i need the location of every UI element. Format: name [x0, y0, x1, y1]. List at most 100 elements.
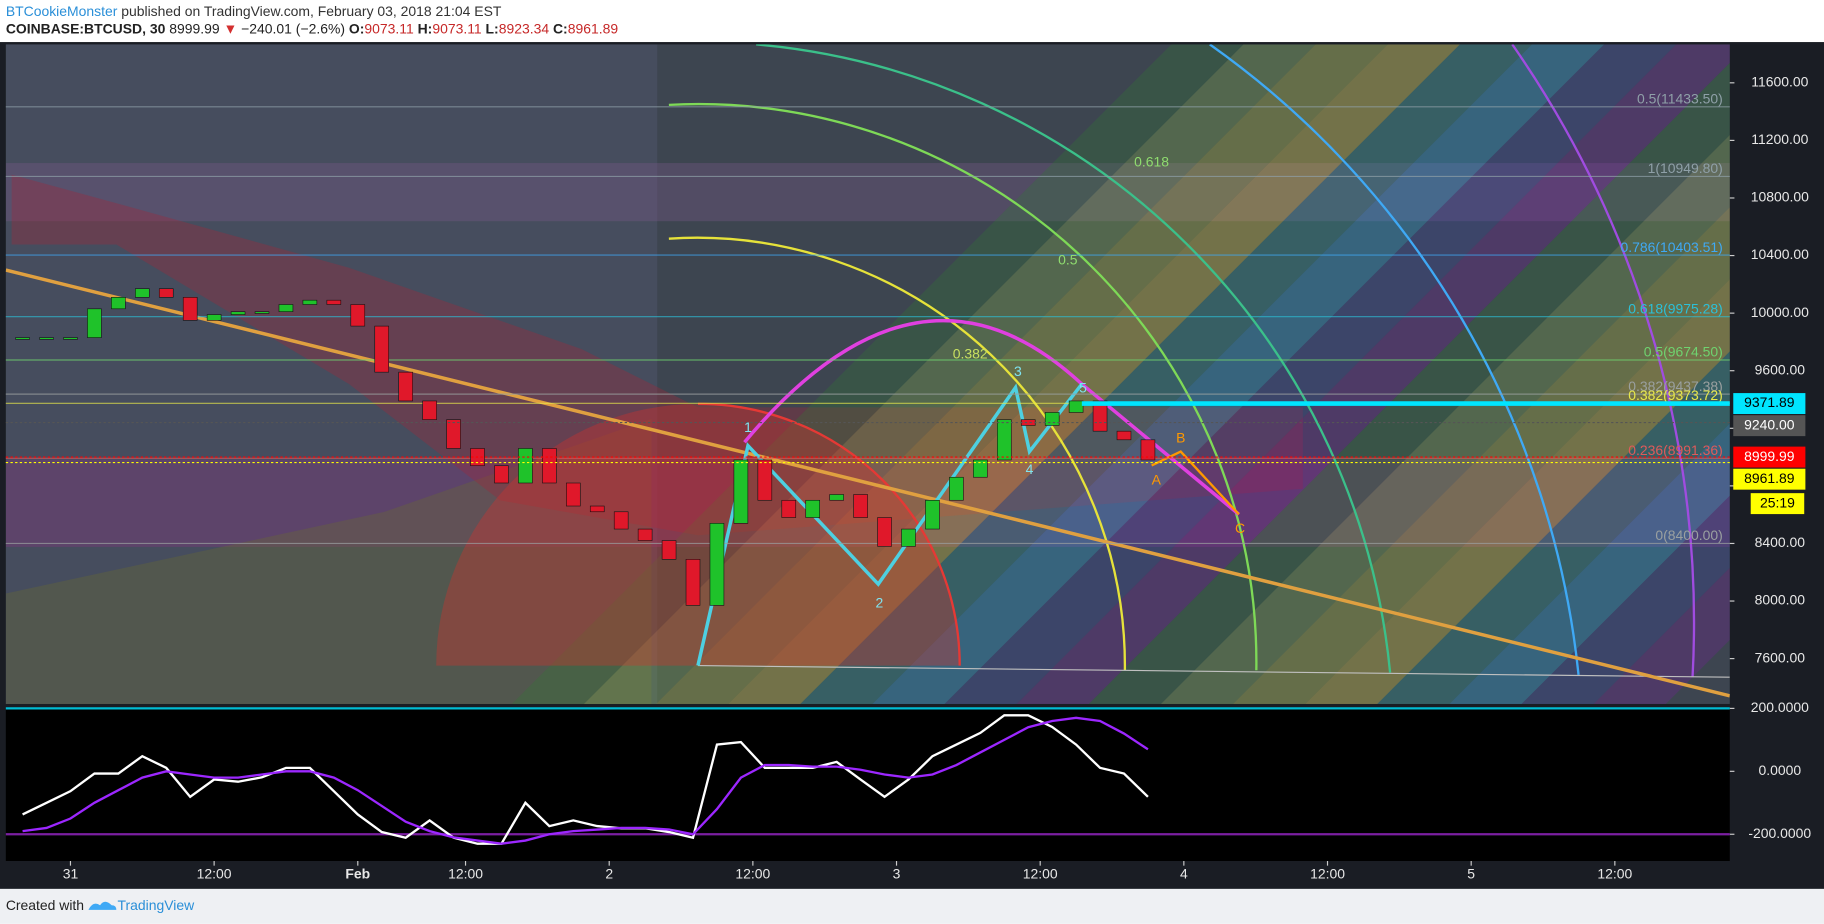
change: −240.01 (−2.6%)	[241, 20, 345, 36]
fib-label: 1(10949.80)	[1648, 160, 1723, 176]
footer	[0, 888, 1824, 924]
wave-label: 1	[744, 419, 752, 435]
shade	[5, 163, 1730, 222]
candle	[733, 459, 749, 524]
fan-label: 0.382	[953, 346, 988, 362]
fib-label: 0.618(9975.28)	[1628, 300, 1723, 316]
y-tick-label: 9600.00	[1755, 361, 1806, 377]
fan-band	[583, 44, 1316, 704]
y-tick-label: -200.0000	[1748, 825, 1811, 841]
x-tick-label: 12:00	[1023, 866, 1058, 882]
change-arrow: ▼	[223, 20, 237, 36]
price-tag	[1733, 393, 1806, 415]
candle	[901, 528, 916, 547]
candle	[350, 304, 366, 327]
candle	[1140, 439, 1156, 461]
candle	[422, 400, 437, 420]
fan-band	[1233, 207, 1730, 704]
x-tick-label: 12:00	[1597, 866, 1632, 882]
price-tag	[1733, 468, 1806, 490]
candle	[446, 419, 461, 449]
candle	[566, 482, 581, 507]
x-tick-label: 5	[1467, 866, 1475, 882]
author[interactable]: BTCookieMonster	[6, 3, 118, 19]
fan-label: 0.618	[1134, 154, 1169, 170]
arc	[1511, 44, 1696, 678]
y-tick-label: 11600.00	[1751, 74, 1808, 90]
wave-label: 5	[1079, 379, 1087, 395]
fan-bands	[511, 44, 1730, 704]
wave-label: 4	[1026, 461, 1034, 477]
candle	[326, 299, 342, 305]
wave-label: 2	[876, 595, 884, 611]
candle	[542, 448, 557, 484]
last-price: 8999.99	[169, 20, 220, 36]
y-tick-label: 11200.00	[1751, 131, 1808, 147]
y-tick-label: 10400.00	[1751, 246, 1809, 262]
candle	[87, 308, 102, 338]
x-tick-label: 12:00	[448, 866, 483, 882]
candle	[1068, 400, 1084, 413]
footer-brand[interactable]: TradingView	[117, 897, 195, 913]
indicator-line	[22, 716, 1149, 845]
candle	[398, 371, 413, 402]
candle	[853, 494, 868, 518]
fan-band	[1521, 495, 1730, 704]
fib-label: 0.786(10403.51)	[1620, 239, 1722, 255]
x-tick-label: 3	[893, 866, 901, 882]
x-tick-label: 31	[63, 866, 79, 882]
countdown-tag	[1750, 493, 1805, 515]
indicator-line	[22, 714, 1149, 845]
candle	[1020, 419, 1036, 426]
candle	[685, 559, 701, 606]
fan-label: 0.5	[1058, 251, 1078, 267]
candle	[63, 337, 78, 340]
candle	[925, 499, 940, 530]
arc	[1209, 44, 1580, 675]
header-line-2: COINBASE:BTCUSD, 30 8999.99 ▼ −240.01 (−…	[6, 20, 619, 36]
x-tick-label: 12:00	[197, 866, 232, 882]
price-tag	[1733, 446, 1806, 468]
fib-label: 0.5(9674.50)	[1644, 344, 1723, 360]
x-tick-label: 4	[1180, 866, 1188, 882]
fib-label: 0.382(9437.38)	[1628, 378, 1723, 394]
y-tick-label: 10000.00	[1751, 304, 1809, 320]
shade	[5, 418, 652, 704]
fan-band	[1160, 135, 1730, 704]
y-tick-label: 200.0000	[1751, 699, 1809, 715]
symbol: COINBASE:BTCUSD, 30	[6, 20, 166, 36]
arc	[668, 236, 1127, 671]
fan-band	[1377, 351, 1730, 704]
trend-line	[5, 268, 1730, 698]
fan-band	[511, 44, 1244, 704]
arc-fill	[436, 403, 960, 666]
arc	[668, 103, 1258, 671]
price-tag-label: 9240.00	[1744, 416, 1795, 432]
fan-band	[1449, 423, 1730, 704]
candle	[1116, 430, 1132, 441]
candle	[973, 459, 988, 478]
fib-label: 0.5(11433.50)	[1637, 90, 1723, 106]
candle	[374, 325, 390, 373]
y-tick-label: 8400.00	[1755, 534, 1806, 550]
brand-icon	[88, 901, 117, 910]
high: 9073.11	[432, 20, 482, 36]
candle	[206, 314, 222, 321]
fan-band	[872, 44, 1605, 704]
cloud	[11, 174, 1303, 536]
candle	[949, 476, 964, 501]
candle	[877, 517, 892, 547]
high-label: H:	[418, 20, 433, 36]
candle	[15, 337, 30, 340]
fib-label: 0(8400.00)	[1655, 527, 1722, 543]
x-tick-label: 2	[605, 866, 613, 882]
candle	[135, 288, 150, 298]
candle	[829, 494, 844, 501]
y-tick-label: 7600.00	[1755, 649, 1806, 665]
published: published on TradingView.com, February 0…	[121, 3, 502, 19]
close-label: C:	[553, 20, 568, 36]
fan-band	[1305, 279, 1730, 704]
abc-path	[1151, 450, 1240, 516]
candle	[709, 523, 725, 606]
